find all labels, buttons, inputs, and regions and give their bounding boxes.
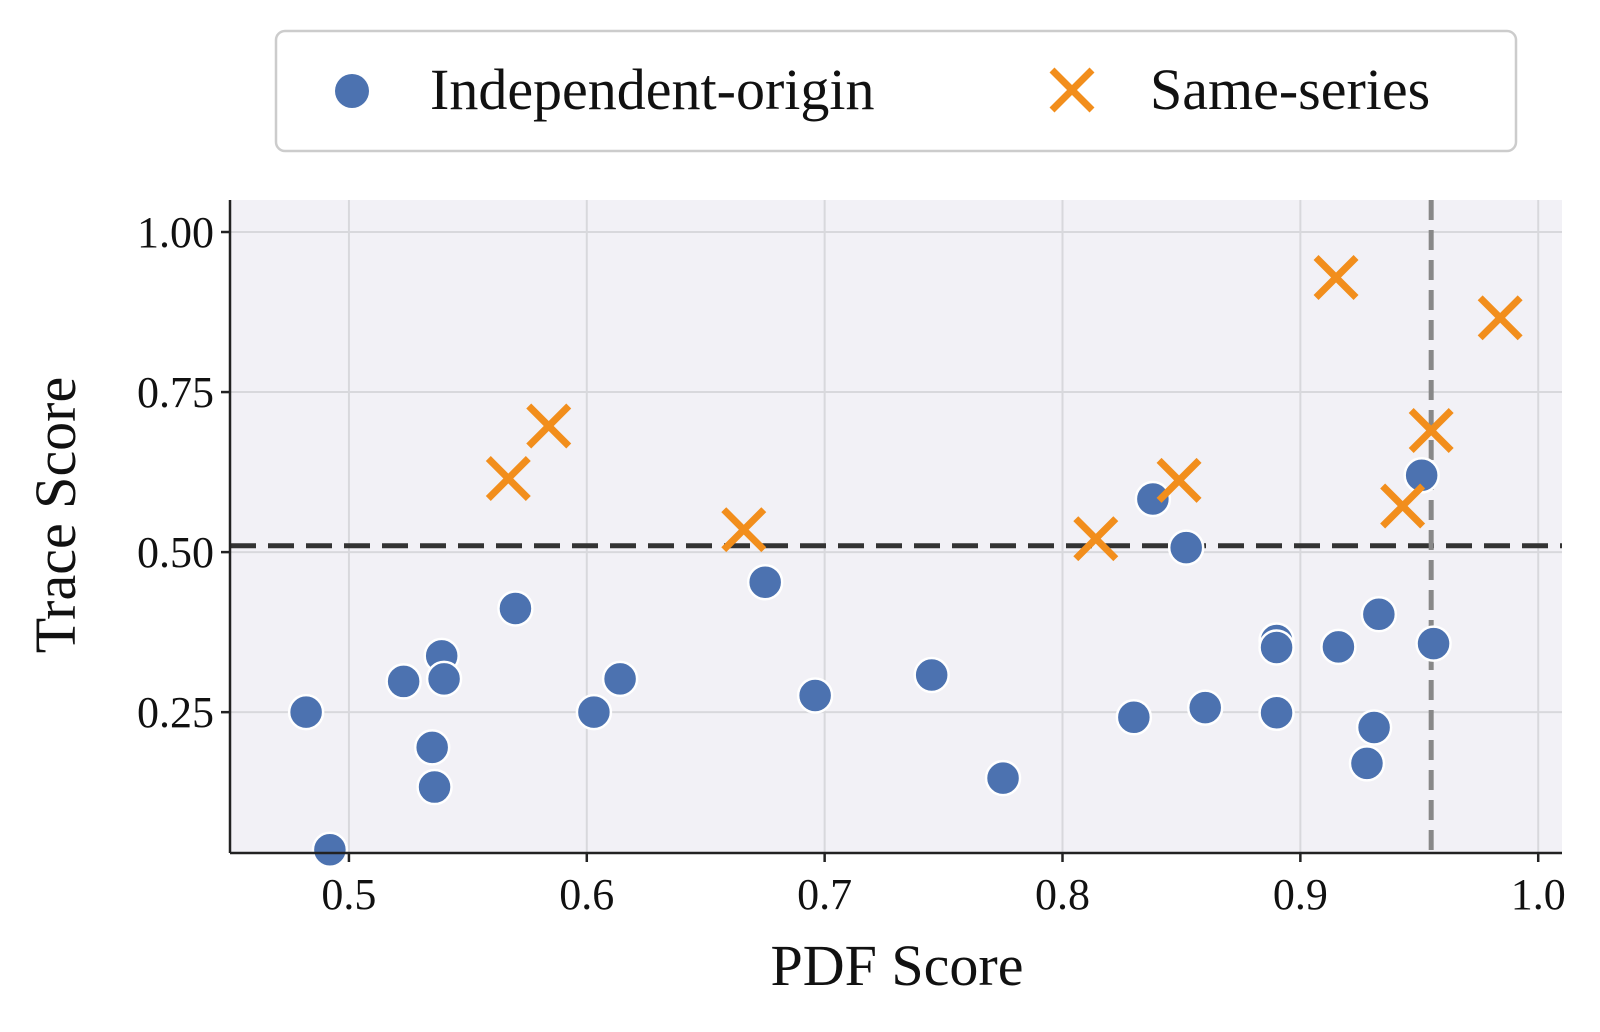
point-independent-origin <box>575 693 613 731</box>
legend-marker-same <box>1049 67 1095 113</box>
reference-lines <box>230 200 1562 853</box>
x-tick-label: 1.0 <box>1511 870 1566 919</box>
legend-label-independent: Independent-origin <box>430 57 875 122</box>
plot-background <box>230 200 1562 853</box>
point-independent-origin <box>287 693 325 731</box>
point-independent-origin <box>425 660 463 698</box>
point-independent-origin <box>311 831 349 869</box>
data-points <box>287 254 1523 869</box>
point-same-series <box>485 456 531 501</box>
x-mark-stroke <box>1156 457 1202 503</box>
legend-label-same: Same-series <box>1150 57 1430 122</box>
tick-labels: 0.5 0.6 0.7 0.8 0.9 1.0 0.25 0.50 0.75 1.00 <box>137 208 1566 919</box>
point-independent-origin <box>416 768 453 806</box>
point-independent-origin <box>413 729 451 766</box>
x-tick-label: 0.9 <box>1273 870 1328 919</box>
x-mark-stroke <box>485 456 531 501</box>
point-independent-origin <box>1360 595 1398 633</box>
grid-lines <box>230 200 1562 853</box>
point-independent-origin <box>746 563 784 601</box>
point-independent-origin <box>1134 480 1172 518</box>
y-tick-label: 0.50 <box>137 528 214 577</box>
point-same-series <box>1156 457 1202 503</box>
point-independent-origin <box>1320 628 1357 666</box>
point-independent-origin <box>796 677 834 714</box>
x-tick-label: 0.5 <box>321 870 376 919</box>
x-mark-stroke <box>1380 483 1426 529</box>
point-independent-origin <box>1115 699 1153 736</box>
legend-marker-independent <box>335 74 369 108</box>
series-same-series <box>485 254 1523 562</box>
y-tick-label: 0.75 <box>137 368 214 417</box>
x-tick-label: 0.6 <box>559 870 614 919</box>
point-same-series <box>1477 295 1523 341</box>
point-independent-origin <box>1355 709 1393 746</box>
y-tick-label: 0.25 <box>137 688 214 737</box>
x-tick-label: 0.8 <box>1035 870 1090 919</box>
point-independent-origin <box>1258 629 1295 666</box>
point-same-series <box>721 507 767 553</box>
point-independent-origin <box>1348 745 1386 782</box>
x-mark-stroke <box>526 403 572 449</box>
point-independent-origin <box>913 656 950 694</box>
point-independent-origin <box>1415 625 1452 662</box>
series-independent-origin <box>287 457 1452 869</box>
x-mark-stroke <box>1313 254 1359 300</box>
y-tick-label: 1.00 <box>137 208 214 257</box>
x-mark-stroke <box>721 507 767 553</box>
point-independent-origin <box>385 663 422 700</box>
point-independent-origin <box>1186 689 1224 726</box>
legend: Independent-origin Same-series <box>274 29 1518 153</box>
point-same-series <box>526 403 572 449</box>
point-independent-origin <box>497 590 534 627</box>
x-axis-title: PDF Score <box>771 933 1024 998</box>
y-axis-title: Trace Score <box>23 377 88 654</box>
point-independent-origin <box>984 759 1022 797</box>
point-independent-origin <box>1403 457 1440 494</box>
x-mark-stroke <box>1408 407 1454 453</box>
point-same-series <box>1073 516 1119 562</box>
x-mark-stroke <box>1477 295 1523 341</box>
x-mark-stroke <box>1073 516 1119 562</box>
point-independent-origin <box>1258 694 1295 732</box>
point-same-series <box>1408 407 1454 453</box>
point-same-series <box>1380 483 1426 529</box>
axes <box>228 200 1562 855</box>
legend-frame <box>274 29 1518 153</box>
point-independent-origin <box>601 660 639 698</box>
x-tick-label: 0.7 <box>797 870 852 919</box>
point-independent-origin <box>1167 529 1205 566</box>
point-same-series <box>1313 254 1359 300</box>
